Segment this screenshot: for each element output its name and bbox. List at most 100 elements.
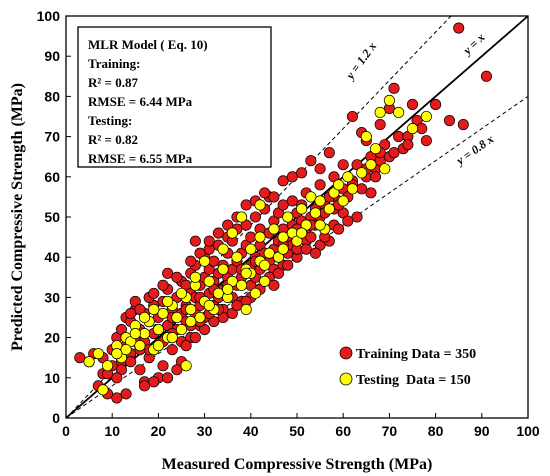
training-point <box>369 171 382 183</box>
training-point <box>166 344 178 356</box>
testing-point <box>199 255 211 267</box>
training-point <box>300 243 312 255</box>
testing-point <box>83 356 95 368</box>
training-point <box>189 332 201 344</box>
testing-point <box>374 106 386 119</box>
training-point <box>296 167 308 179</box>
testing-point <box>185 303 197 316</box>
training-point <box>203 235 215 247</box>
testing-point <box>305 191 317 203</box>
testing-point <box>406 123 419 135</box>
testing-point <box>346 183 358 195</box>
testing-point <box>97 384 109 396</box>
training-point <box>134 364 146 376</box>
testing-point <box>240 267 252 279</box>
training-point <box>402 139 414 151</box>
testing-point <box>236 279 248 291</box>
testing-point <box>342 171 354 183</box>
info-training-r2: R² = 0.87 <box>88 75 138 90</box>
testing-point <box>296 203 308 215</box>
y-tick-label: 20 <box>44 330 60 346</box>
x-tick-label: 30 <box>197 423 213 439</box>
training-point <box>305 155 317 167</box>
testing-point <box>254 199 266 211</box>
testing-point <box>337 195 349 207</box>
x-tick-label: 40 <box>243 423 259 439</box>
training-point <box>388 147 400 159</box>
testing-point <box>222 283 234 295</box>
x-tick-label: 0 <box>62 423 70 439</box>
training-point <box>342 215 354 227</box>
testing-point <box>268 223 280 235</box>
training-point <box>148 376 160 388</box>
y-tick-label: 40 <box>44 249 60 265</box>
y-tick-label: 70 <box>44 129 60 145</box>
testing-point <box>282 211 294 223</box>
training-point <box>249 211 261 223</box>
testing-point <box>175 324 188 336</box>
testing-point <box>379 163 391 175</box>
testing-point <box>240 303 252 316</box>
training-point <box>314 163 326 175</box>
info-box-title: MLR Model ( Eq. 10) <box>88 37 208 52</box>
testing-point <box>203 299 215 311</box>
training-point <box>180 340 192 352</box>
training-point <box>430 98 442 110</box>
info-box: MLR Model ( Eq. 10) Training: R² = 0.87 … <box>77 26 272 168</box>
training-point <box>185 255 197 267</box>
info-box-frame <box>77 26 272 168</box>
testing-point <box>277 243 289 255</box>
training-point <box>286 195 298 207</box>
training-point <box>231 299 243 311</box>
x-tick-label: 70 <box>382 423 398 439</box>
testing-point <box>217 243 229 255</box>
y-tick-label: 0 <box>52 410 60 426</box>
testing-point <box>134 340 146 352</box>
testing-point <box>111 348 123 360</box>
testing-point <box>254 231 266 243</box>
testing-point <box>259 259 271 271</box>
testing-point <box>175 287 188 299</box>
testing-point <box>212 287 225 299</box>
testing-point <box>185 315 197 328</box>
testing-point <box>189 271 201 283</box>
info-training-label: Training: <box>88 56 141 71</box>
training-point <box>406 98 419 110</box>
x-axis-label: Measured Compressive Strength (MPa) <box>162 456 433 473</box>
training-point <box>240 199 252 211</box>
testing-point <box>249 287 261 299</box>
data-points <box>74 22 492 404</box>
training-point <box>457 118 469 131</box>
testing-point <box>263 247 275 259</box>
testing-point <box>369 143 382 155</box>
training-point <box>480 70 492 82</box>
x-tick-label: 60 <box>335 423 351 439</box>
training-point <box>272 267 285 279</box>
legend-marker-testing <box>339 372 353 386</box>
legend-label-training: Training Data = 350 <box>356 347 476 362</box>
training-point <box>212 227 225 239</box>
training-point <box>259 187 271 199</box>
testing-point <box>309 207 322 219</box>
testing-point <box>152 324 164 336</box>
training-point <box>138 380 151 392</box>
training-point <box>365 187 377 199</box>
testing-point <box>194 311 206 324</box>
training-point <box>162 372 174 384</box>
testing-point <box>157 307 169 320</box>
testing-point <box>129 328 141 340</box>
testing-point <box>231 251 243 263</box>
testing-point <box>162 295 174 307</box>
training-point <box>268 279 280 291</box>
training-point <box>157 279 169 291</box>
testing-point <box>296 227 308 239</box>
y-tick-label: 90 <box>44 48 60 64</box>
training-point <box>120 388 132 400</box>
y-tick-label: 100 <box>37 8 61 24</box>
testing-point <box>383 94 395 106</box>
testing-point <box>166 332 178 344</box>
training-point <box>337 159 349 171</box>
training-point <box>277 199 289 211</box>
training-point <box>333 223 345 235</box>
